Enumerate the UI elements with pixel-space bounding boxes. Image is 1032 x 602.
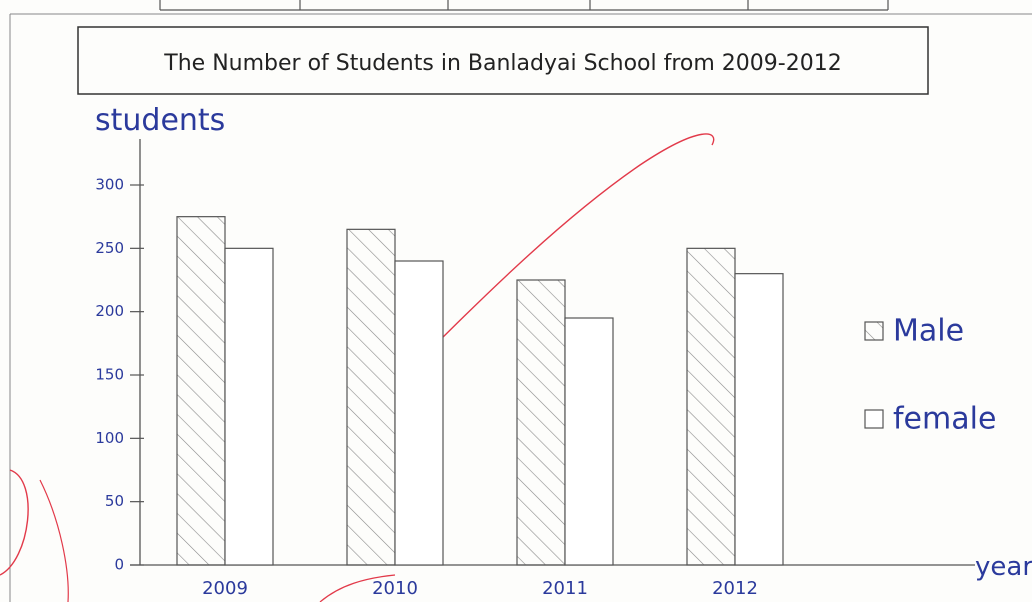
x-tick-label: 2009 <box>202 578 248 599</box>
bar <box>516 279 566 566</box>
legend-swatch <box>864 321 884 341</box>
y-tick-label: 250 <box>95 239 124 257</box>
y-tick-label: 0 <box>114 556 124 574</box>
bar <box>564 317 614 566</box>
bar <box>346 228 396 566</box>
bar <box>734 273 784 566</box>
y-tick-label: 200 <box>95 302 124 320</box>
bar <box>686 247 736 566</box>
annotation-stroke <box>404 133 715 376</box>
y-tick-label: 50 <box>105 492 124 510</box>
bar <box>394 260 444 566</box>
y-axis-label: students <box>95 103 225 138</box>
y-tick-label: 150 <box>95 366 124 384</box>
x-tick-label: 2011 <box>542 578 588 599</box>
legend-swatch <box>864 409 884 429</box>
x-tick-label: 2010 <box>372 578 418 599</box>
x-axis-label: year <box>975 552 1032 582</box>
y-tick-label: 100 <box>95 429 124 447</box>
bar <box>176 216 226 566</box>
annotation-stroke <box>39 479 69 602</box>
legend-label: Male <box>893 314 964 349</box>
chart-title: The Number of Students in Banladyai Scho… <box>163 51 841 76</box>
x-tick-label: 2012 <box>712 578 758 599</box>
legend-label: female <box>893 402 996 437</box>
annotation-stroke <box>319 574 396 602</box>
bar <box>224 247 274 566</box>
table-fragment <box>159 0 889 11</box>
title-box <box>77 26 929 95</box>
annotation-stroke <box>0 469 29 576</box>
y-tick-label: 300 <box>95 176 124 194</box>
